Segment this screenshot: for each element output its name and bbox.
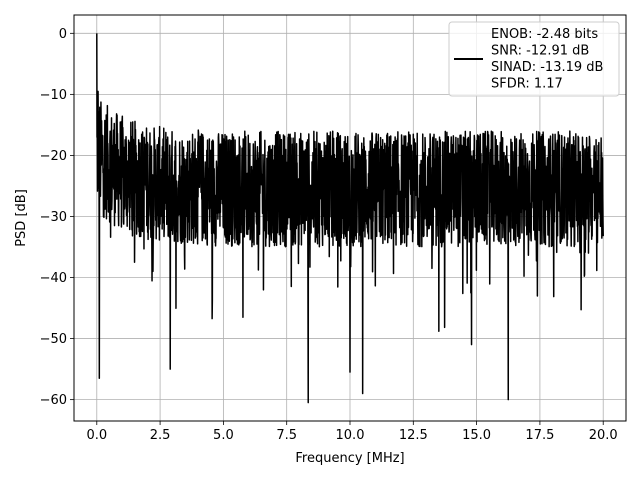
y-tick-label: −30 bbox=[40, 210, 67, 225]
legend: ENOB: -2.48 bits SNR: -12.91 dB SINAD: -… bbox=[448, 21, 620, 97]
x-tick-label: 17.5 bbox=[525, 428, 554, 443]
x-tick-label: 7.5 bbox=[276, 428, 297, 443]
x-tick-label: 20.0 bbox=[589, 428, 618, 443]
legend-sfdr: SFDR: 1.17 bbox=[491, 77, 563, 92]
y-tick-label: −20 bbox=[40, 149, 67, 164]
x-tick-label: 0.0 bbox=[86, 428, 107, 443]
y-axis-label: PSD [dB] bbox=[14, 189, 29, 247]
psd-series bbox=[96, 33, 604, 404]
legend-sinad: SINAD: -13.19 dB bbox=[491, 60, 603, 75]
legend-snr: SNR: -12.91 dB bbox=[491, 44, 589, 59]
y-axis: 0 −10 −20 −30 −40 −50 −60 bbox=[40, 27, 74, 408]
y-tick-label: −50 bbox=[40, 332, 67, 347]
x-axis-label: Frequency [MHz] bbox=[295, 451, 404, 466]
y-tick-label: 0 bbox=[59, 27, 67, 42]
x-tick-label: 15.0 bbox=[462, 428, 491, 443]
psd-line bbox=[96, 33, 604, 404]
y-tick-label: −60 bbox=[40, 393, 67, 408]
x-tick-label: 5.0 bbox=[213, 428, 234, 443]
y-tick-label: −40 bbox=[40, 271, 67, 286]
legend-box bbox=[448, 21, 620, 97]
x-tick-label: 10.0 bbox=[336, 428, 365, 443]
x-axis: 0.0 2.5 5.0 7.5 10.0 12.5 15.0 17.5 20.0 bbox=[86, 421, 618, 443]
x-tick-label: 2.5 bbox=[150, 428, 171, 443]
x-tick-label: 12.5 bbox=[399, 428, 428, 443]
legend-enob: ENOB: -2.48 bits bbox=[491, 27, 598, 42]
y-tick-label: −10 bbox=[40, 88, 67, 103]
